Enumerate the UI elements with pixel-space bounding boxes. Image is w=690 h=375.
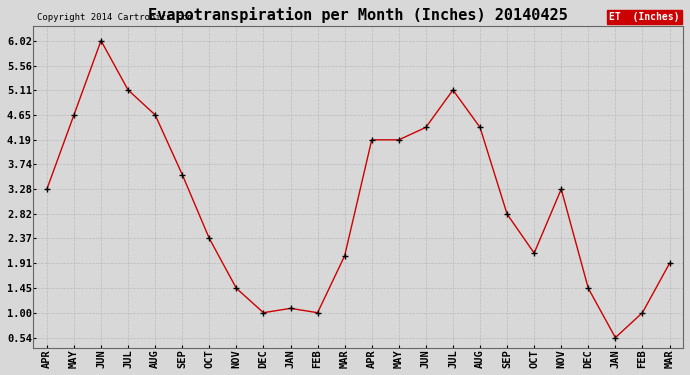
- Text: ET  (Inches): ET (Inches): [609, 12, 680, 22]
- Text: Copyright 2014 Cartronics.com: Copyright 2014 Cartronics.com: [37, 13, 193, 22]
- Title: Evapotranspiration per Month (Inches) 20140425: Evapotranspiration per Month (Inches) 20…: [148, 7, 568, 23]
